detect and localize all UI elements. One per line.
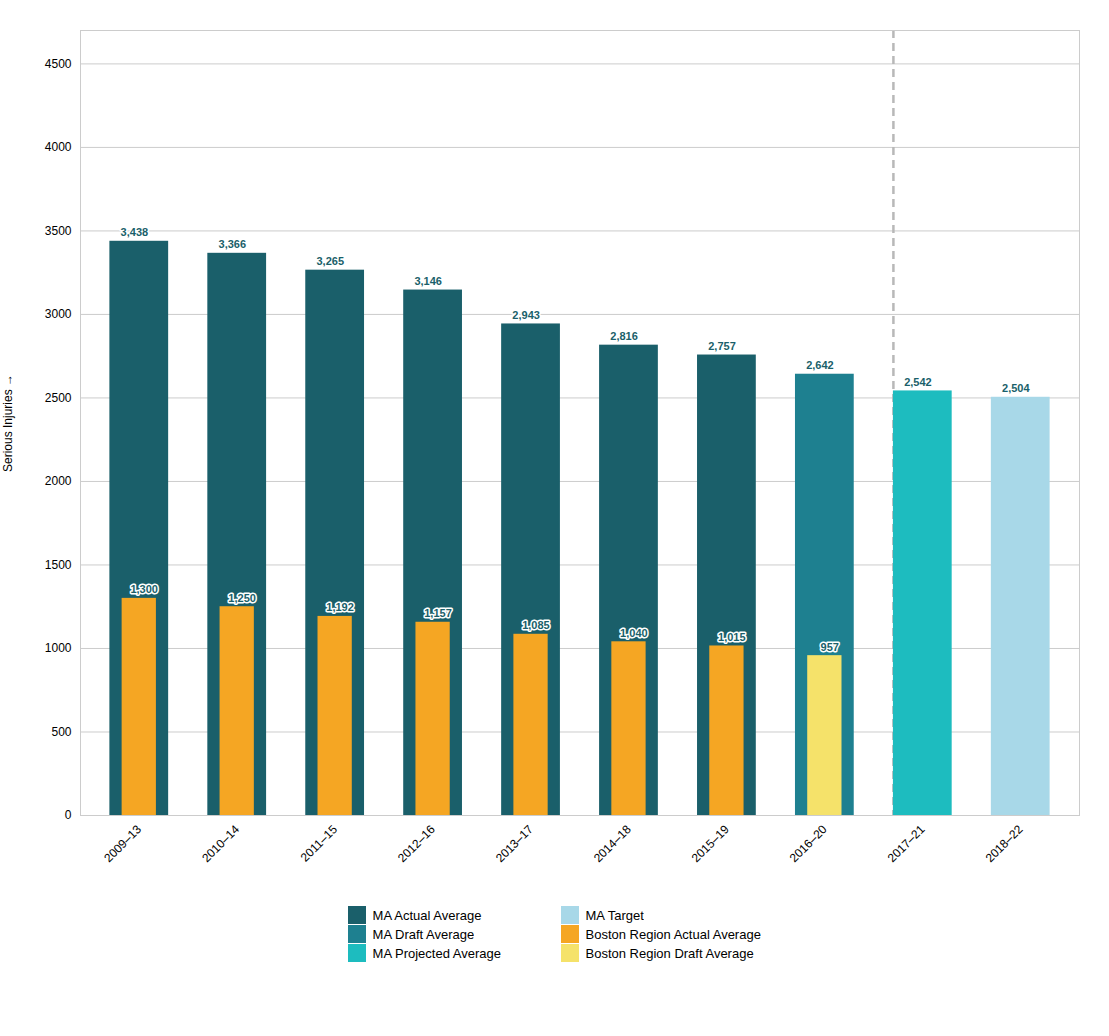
svg-text:2500: 2500 bbox=[45, 391, 72, 405]
svg-text:4500: 4500 bbox=[45, 57, 72, 71]
svg-text:500: 500 bbox=[51, 725, 71, 739]
svg-text:957: 957 bbox=[821, 641, 839, 653]
svg-text:2,757: 2,757 bbox=[708, 340, 736, 352]
svg-text:1,300: 1,300 bbox=[130, 583, 158, 595]
svg-text:2,642: 2,642 bbox=[806, 359, 834, 371]
svg-text:3,146: 3,146 bbox=[414, 275, 442, 287]
svg-text:2018–22: 2018–22 bbox=[983, 822, 1026, 865]
svg-text:1000: 1000 bbox=[45, 641, 72, 655]
svg-text:2016–20: 2016–20 bbox=[787, 822, 830, 865]
svg-text:Serious Injuries →: Serious Injuries → bbox=[1, 374, 15, 472]
svg-text:2,816: 2,816 bbox=[610, 330, 638, 342]
svg-text:2012–16: 2012–16 bbox=[395, 822, 438, 865]
svg-text:1,157: 1,157 bbox=[424, 607, 452, 619]
html-text:MA Draft Average: MA Draft Average bbox=[372, 926, 475, 942]
svg-text:1,250: 1,250 bbox=[228, 592, 256, 604]
svg-text:1,192: 1,192 bbox=[326, 601, 354, 613]
svg-text:4000: 4000 bbox=[45, 140, 72, 154]
svg-text:2009–13: 2009–13 bbox=[101, 822, 144, 865]
svg-text:3000: 3000 bbox=[45, 307, 72, 321]
html-text:MA Actual Average: MA Actual Average bbox=[372, 907, 482, 923]
svg-text:1500: 1500 bbox=[45, 558, 72, 572]
svg-text:1,085: 1,085 bbox=[522, 619, 550, 631]
svg-text:1,040: 1,040 bbox=[620, 627, 648, 639]
svg-text:2000: 2000 bbox=[45, 474, 72, 488]
svg-text:1,015: 1,015 bbox=[718, 631, 746, 643]
svg-text:2013–17: 2013–17 bbox=[493, 822, 536, 865]
svg-text:2,504: 2,504 bbox=[1002, 382, 1030, 394]
svg-text:2010–14: 2010–14 bbox=[199, 822, 242, 865]
svg-text:3500: 3500 bbox=[45, 224, 72, 238]
svg-text:2017–21: 2017–21 bbox=[885, 822, 928, 865]
svg-text:2015–19: 2015–19 bbox=[689, 822, 732, 865]
svg-text:3,265: 3,265 bbox=[316, 255, 344, 267]
svg-text:3,438: 3,438 bbox=[121, 226, 149, 238]
svg-text:0: 0 bbox=[65, 808, 72, 822]
svg-text:2014–18: 2014–18 bbox=[591, 822, 634, 865]
html-text:MA Projected Average: MA Projected Average bbox=[372, 945, 501, 961]
html-text:Boston Region Actual Average: Boston Region Actual Average bbox=[585, 926, 761, 942]
svg-text:2,943: 2,943 bbox=[512, 309, 540, 321]
html-text:MA Target: MA Target bbox=[585, 907, 644, 923]
svg-text:2011–15: 2011–15 bbox=[298, 822, 341, 865]
svg-text:3,366: 3,366 bbox=[219, 238, 247, 250]
html-text:Boston Region Draft Average: Boston Region Draft Average bbox=[585, 945, 754, 961]
svg-text:2,542: 2,542 bbox=[904, 376, 932, 388]
